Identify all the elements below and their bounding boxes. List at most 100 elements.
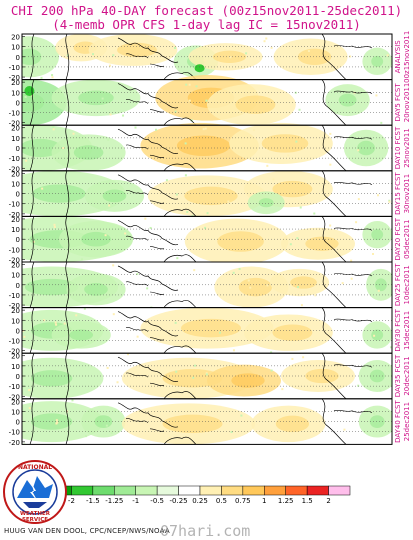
coastline <box>333 45 373 49</box>
speckle <box>144 217 147 220</box>
speckle <box>227 200 230 203</box>
coastline <box>29 261 35 308</box>
coastline <box>321 170 347 217</box>
speckle <box>252 129 255 132</box>
speckle <box>71 399 74 402</box>
anomaly-core <box>84 282 108 296</box>
speckle <box>91 53 94 56</box>
panel-date: 15dec2011 <box>403 311 411 350</box>
y-tick-label: 10 <box>11 363 20 371</box>
speckle <box>136 273 139 276</box>
anomaly-core <box>369 369 385 383</box>
panel-label: DAY5 FCST <box>394 83 402 122</box>
coastline <box>163 117 197 126</box>
anomaly-core <box>22 138 62 158</box>
coastline <box>333 273 373 277</box>
speckle <box>240 414 243 417</box>
anomaly-core <box>369 415 385 428</box>
y-tick-label: 10 <box>11 408 20 416</box>
speckle <box>232 271 235 274</box>
colorbar-label: -1.25 <box>105 497 123 505</box>
coastline <box>65 216 70 263</box>
y-tick-label: 20 <box>11 125 20 133</box>
speckle <box>184 174 187 177</box>
speckle <box>204 127 207 130</box>
speckle <box>55 419 58 422</box>
speckle <box>289 243 292 246</box>
coastline <box>29 398 35 445</box>
coastline <box>321 34 347 80</box>
y-tick-label: -10 <box>9 429 20 437</box>
speckle <box>24 96 27 99</box>
speckle <box>375 94 378 97</box>
coastline <box>149 154 165 159</box>
y-tick-label: 0 <box>16 54 20 62</box>
y-tick-label: 10 <box>11 89 20 97</box>
speckle <box>232 349 235 352</box>
colorbar-swatch <box>306 485 329 496</box>
speckle <box>28 407 31 410</box>
speckle <box>193 269 196 272</box>
speckle <box>174 321 177 324</box>
speckle <box>314 294 317 297</box>
speckle <box>112 54 115 57</box>
y-tick-label: -20 <box>9 165 20 173</box>
speckle <box>272 178 275 181</box>
speckle <box>63 322 66 325</box>
coastline <box>149 428 165 432</box>
speckle <box>377 194 380 197</box>
panel-date: 30nov2011 <box>403 174 411 214</box>
speckle <box>329 132 332 135</box>
y-tick-label: -10 <box>9 64 20 72</box>
speckle <box>79 111 82 114</box>
coastline <box>163 163 197 172</box>
coastline <box>125 53 149 59</box>
colorbar-swatch <box>242 485 265 496</box>
colorbar-swatch <box>285 485 308 496</box>
speckle <box>343 428 346 431</box>
speckle <box>349 55 352 58</box>
y-tick-label: -10 <box>9 110 20 118</box>
coastline <box>117 402 179 428</box>
speckle <box>268 430 271 433</box>
speckle <box>122 114 125 117</box>
speckle <box>54 321 57 324</box>
anomaly-core <box>217 231 264 252</box>
coastline <box>65 34 70 80</box>
speckle <box>206 212 209 215</box>
speckle <box>107 138 110 141</box>
coastline <box>163 254 197 263</box>
coastline <box>321 398 347 445</box>
speckle <box>238 268 241 271</box>
speckle <box>373 334 376 337</box>
speckle <box>110 431 113 434</box>
panels-group <box>22 34 392 445</box>
speckle <box>124 232 127 235</box>
anomaly-core <box>162 414 223 434</box>
speckle <box>266 284 269 287</box>
chart-subtitle: (4-memb OPR CFS 1-day lag IC = 15nov2011… <box>52 17 361 32</box>
speckle <box>217 185 220 188</box>
speckle <box>154 128 157 131</box>
y-tick-label: 0 <box>16 327 20 335</box>
anomaly-core <box>272 180 313 198</box>
y-tick-label: 10 <box>11 317 20 325</box>
speckle <box>255 324 258 327</box>
speckle <box>357 149 360 152</box>
svg-text:SERVICE: SERVICE <box>22 517 48 523</box>
coastline <box>29 353 35 399</box>
coastline <box>163 71 197 80</box>
speckle <box>41 187 44 190</box>
anomaly-core <box>238 277 273 297</box>
colorbar-swatch <box>178 485 201 496</box>
colorbar-swatch <box>92 485 115 496</box>
speckle <box>149 226 152 229</box>
speckle <box>101 97 104 100</box>
speckle <box>377 289 380 292</box>
y-tick-label: -20 <box>9 348 20 356</box>
y-tick-label: 0 <box>16 236 20 244</box>
speckle <box>329 224 332 227</box>
speckle <box>357 384 360 387</box>
anomaly-core <box>102 189 127 203</box>
